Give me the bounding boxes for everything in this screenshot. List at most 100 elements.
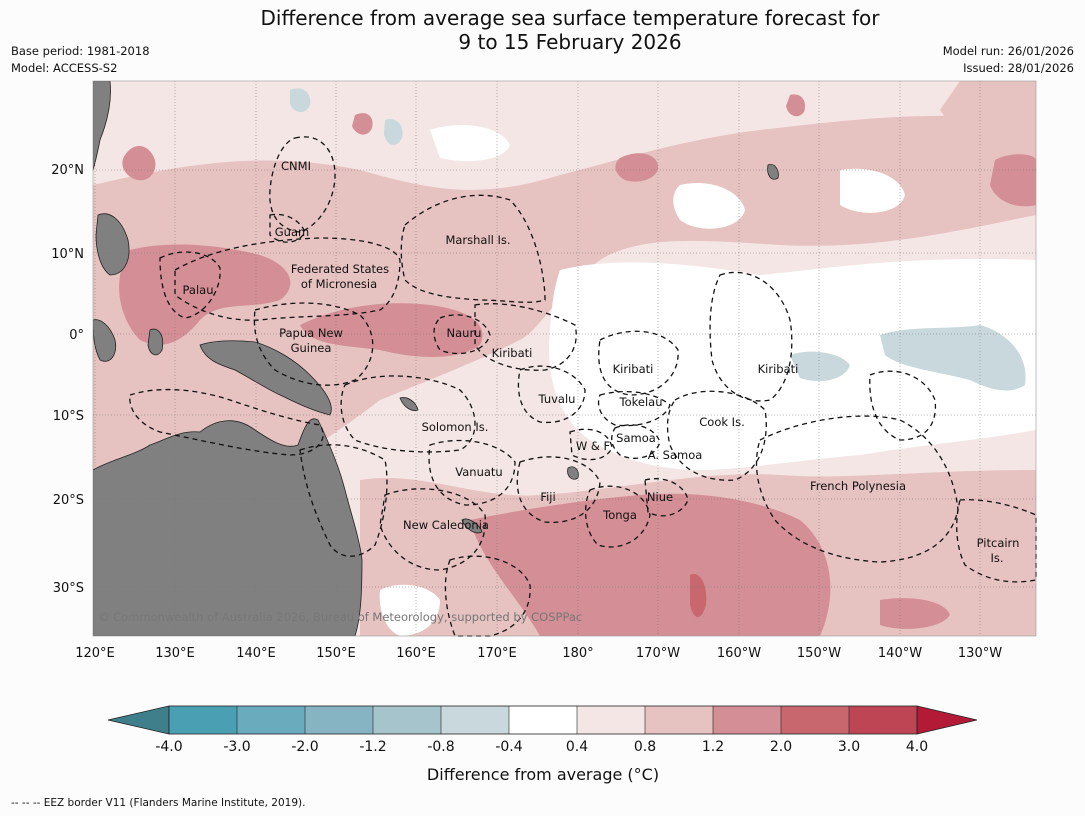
lon-axis: 120°E 130°E 140°E 150°E 160°E 170°E 180°… xyxy=(75,646,1002,661)
eez-vanuatu xyxy=(428,439,516,506)
colorbar-tick: -2.0 xyxy=(291,739,318,755)
label-french-polynesia: French Polynesia xyxy=(810,479,906,493)
eez-guam xyxy=(269,213,306,243)
colorbar-tick: -0.8 xyxy=(427,739,454,755)
colorbar-tick: 0.4 xyxy=(566,739,588,755)
meta-right: Model run: 26/01/2026 Issued: 28/01/2026 xyxy=(943,43,1074,77)
label-cnmi: CNMI xyxy=(281,159,311,173)
colorbar-tick: -0.4 xyxy=(495,739,522,755)
sst-band-2-3-south xyxy=(690,574,707,618)
eez-legend: -- -- -- EEZ border V11 (Flanders Marine… xyxy=(11,797,306,809)
lat-label: 10°S xyxy=(53,409,84,424)
eez-samoa xyxy=(611,424,661,459)
eez-fiji xyxy=(516,456,601,524)
colorbar-bin xyxy=(305,706,373,734)
sst-neg-patch-east xyxy=(880,325,1026,391)
sst-band-12-2-dot4 xyxy=(786,94,806,117)
colorbar-bin xyxy=(713,706,781,734)
lat-label: 20°N xyxy=(51,163,84,178)
label-tonga: Tonga xyxy=(602,508,637,522)
lat-label: 0° xyxy=(69,328,84,343)
sst-neutral-n3 xyxy=(430,125,510,162)
lon-label: 160°W xyxy=(717,646,761,661)
label-niue: Niue xyxy=(647,490,673,504)
colorbar-bin xyxy=(169,706,237,734)
colorbar-bin xyxy=(781,706,849,734)
colorbar-tick: 2.0 xyxy=(770,739,792,755)
lon-label: 130°W xyxy=(958,646,1002,661)
eez-kiribati-c xyxy=(598,330,679,396)
colorbar-tick: 3.0 xyxy=(838,739,860,755)
sst-band-12-2-dot5 xyxy=(880,598,950,629)
eez-tokelau xyxy=(597,390,671,427)
sst-field xyxy=(93,81,1036,636)
label-fiji: Fiji xyxy=(540,490,555,504)
colorbar-extend-high xyxy=(916,705,978,735)
colorbar-bin xyxy=(373,706,441,734)
colorbar-tick: 4.0 xyxy=(906,739,928,755)
lon-label: 140°W xyxy=(878,646,922,661)
meta-left: Base period: 1981-2018 Model: ACCESS-S2 xyxy=(11,43,150,77)
lon-label: 170°W xyxy=(636,646,680,661)
colorbar-outline xyxy=(168,705,918,735)
colorbar-bin xyxy=(849,706,917,734)
eez-png-east xyxy=(129,388,324,456)
eez-newcal xyxy=(379,488,486,571)
colorbar-tick: -1.2 xyxy=(359,739,386,755)
label-samoa: Samoa xyxy=(616,431,656,445)
lon-label: 120°E xyxy=(75,646,115,661)
label-kiribati-w: Kiribati xyxy=(492,346,533,360)
land-sulawesi xyxy=(93,319,117,362)
label-nauru: Nauru xyxy=(447,326,482,340)
lon-label: 160°E xyxy=(396,646,436,661)
eez-australia-coral xyxy=(299,444,388,557)
colorbar-dividers xyxy=(236,706,850,734)
lon-label: 170°E xyxy=(477,646,517,661)
label-kiribati-e: Kiribati xyxy=(758,362,799,376)
label-png-2: Guinea xyxy=(291,341,332,355)
label-png-1: Papua New xyxy=(279,326,343,340)
sst-neg-patch-mid xyxy=(790,351,850,382)
label-vanuatu: Vanuatu xyxy=(455,465,502,479)
lon-label: 140°E xyxy=(236,646,276,661)
title-line-2: 9 to 15 February 2026 xyxy=(458,30,682,54)
eez-nauru xyxy=(433,314,491,355)
eez-nz xyxy=(444,555,531,637)
model-run: Model run: 26/01/2026 xyxy=(942,44,1074,58)
land-mindanao xyxy=(95,213,130,276)
lat-label: 20°S xyxy=(53,493,84,508)
eez-kiribati-w xyxy=(474,303,577,371)
copyright-notice: © Commonwealth of Australia 2026, Bureau… xyxy=(98,610,582,624)
sst-band-12-2-dot1 xyxy=(122,145,156,181)
land-new-caledonia xyxy=(461,518,483,534)
eez-borders xyxy=(129,136,1037,637)
sst-band-12-2-nauru xyxy=(300,303,483,357)
eez-french-poly xyxy=(755,415,959,563)
model-name: Model: ACCESS-S2 xyxy=(11,61,118,75)
base-period: Base period: 1981-2018 xyxy=(11,44,150,58)
lat-label: 10°N xyxy=(51,247,84,262)
label-wf: W & F xyxy=(576,439,610,453)
eez-wf xyxy=(569,428,613,461)
eez-french-poly-east xyxy=(869,370,937,441)
eez-palau xyxy=(159,251,221,319)
label-guam: Guam xyxy=(275,225,309,239)
sst-band-12-2-ne xyxy=(990,154,1036,207)
colorbar-bin xyxy=(645,706,713,734)
sst-band-08-12-east xyxy=(940,81,1036,153)
eez-marshall xyxy=(400,194,546,303)
sst-band-12-2-dot3 xyxy=(352,113,373,135)
colorbar-tick: -3.0 xyxy=(223,739,250,755)
lat-label: 30°S xyxy=(53,581,84,596)
colorbar-extend-low xyxy=(107,705,170,735)
eez-fsm xyxy=(174,237,401,321)
colorbar-bin xyxy=(237,706,305,734)
label-fsm-2: of Micronesia xyxy=(301,277,377,291)
eez-kiribati-e xyxy=(709,271,793,402)
eez-png xyxy=(253,302,374,386)
eez-cnmi xyxy=(269,136,336,233)
lon-label: 150°W xyxy=(797,646,841,661)
label-solomon: Solomon Is. xyxy=(422,420,489,434)
label-asamoa: A. Samoa xyxy=(648,448,703,462)
